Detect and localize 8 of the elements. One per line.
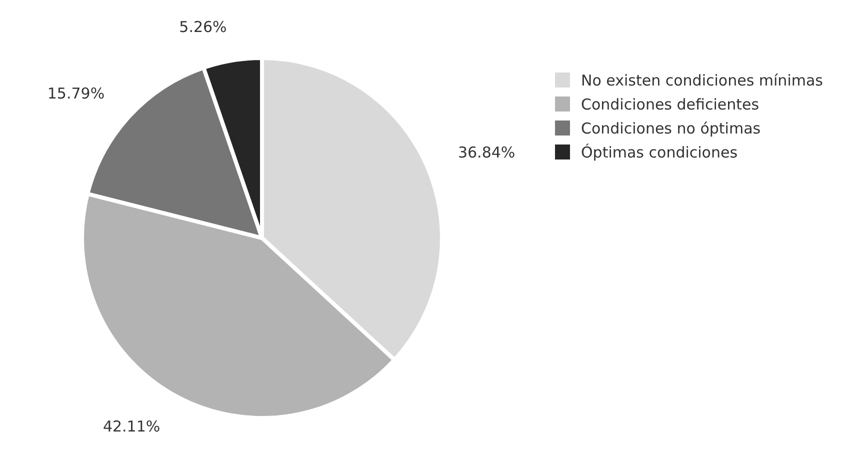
legend-label: Condiciones deficientes: [581, 95, 760, 114]
data-label: 15.79%: [47, 84, 105, 102]
legend-label: Condiciones no óptimas: [581, 119, 761, 138]
legend-label: Óptimas condiciones: [581, 143, 738, 162]
data-label: 42.11%: [102, 417, 160, 436]
data-label: 36.84%: [458, 143, 516, 162]
data-label: 5.26%: [179, 18, 227, 36]
legend-label: No existen condiciones mínimas: [581, 71, 824, 90]
